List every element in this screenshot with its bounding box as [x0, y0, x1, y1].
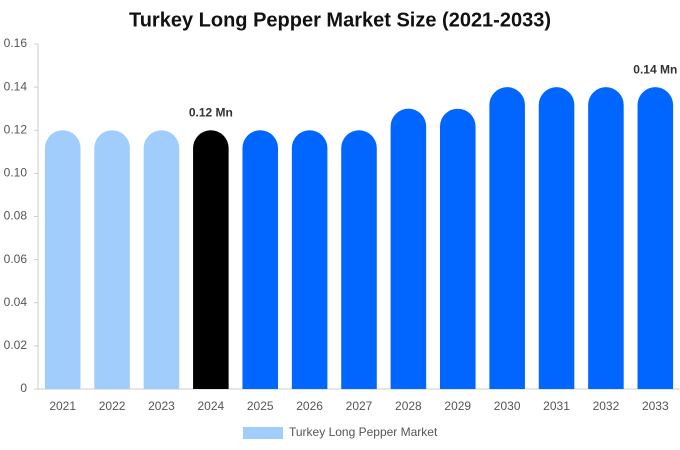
x-tick-label: 2028	[395, 399, 422, 413]
y-tick-label: 0.08	[4, 209, 28, 223]
x-tick-label: 2026	[296, 399, 323, 413]
bar	[94, 130, 130, 389]
x-tick-label: 2025	[247, 399, 274, 413]
bar	[637, 87, 674, 389]
bar	[143, 130, 180, 389]
y-tick-label: 0.10	[4, 166, 28, 180]
x-tick-label: 2022	[99, 399, 126, 413]
x-tick-label: 2030	[494, 399, 521, 413]
bar	[390, 108, 427, 389]
bar	[489, 87, 525, 390]
x-tick-label: 2023	[148, 399, 175, 413]
chart-title: Turkey Long Pepper Market Size (2021-203…	[129, 9, 551, 31]
x-tick-label: 2031	[543, 399, 570, 413]
bar	[242, 130, 279, 389]
x-tick-label: 2033	[642, 399, 669, 413]
x-tick-label: 2021	[49, 399, 76, 413]
y-tick-label: 0.06	[4, 252, 28, 266]
bar	[588, 87, 624, 389]
y-tick-label: 0.04	[4, 295, 28, 309]
y-tick-label: 0	[20, 381, 27, 395]
bar	[439, 108, 476, 390]
y-tick-label: 0.12	[4, 122, 28, 136]
bar	[44, 130, 81, 390]
y-tick-label: 0.16	[4, 36, 28, 50]
x-tick-label: 2032	[593, 399, 620, 413]
bar	[341, 130, 377, 389]
bar	[538, 87, 575, 390]
legend-swatch	[243, 427, 283, 439]
x-tick-label: 2029	[444, 399, 471, 413]
bar	[193, 130, 229, 389]
bar	[291, 130, 328, 389]
x-tick-label: 2027	[346, 399, 373, 413]
y-tick-label: 0.02	[4, 338, 28, 352]
value-label: 0.14 Mn	[633, 62, 677, 76]
x-tick-label: 2024	[197, 399, 224, 413]
y-tick-label: 0.14	[4, 79, 28, 93]
legend-label: Turkey Long Pepper Market	[289, 425, 438, 439]
value-label: 0.12 Mn	[189, 105, 233, 119]
